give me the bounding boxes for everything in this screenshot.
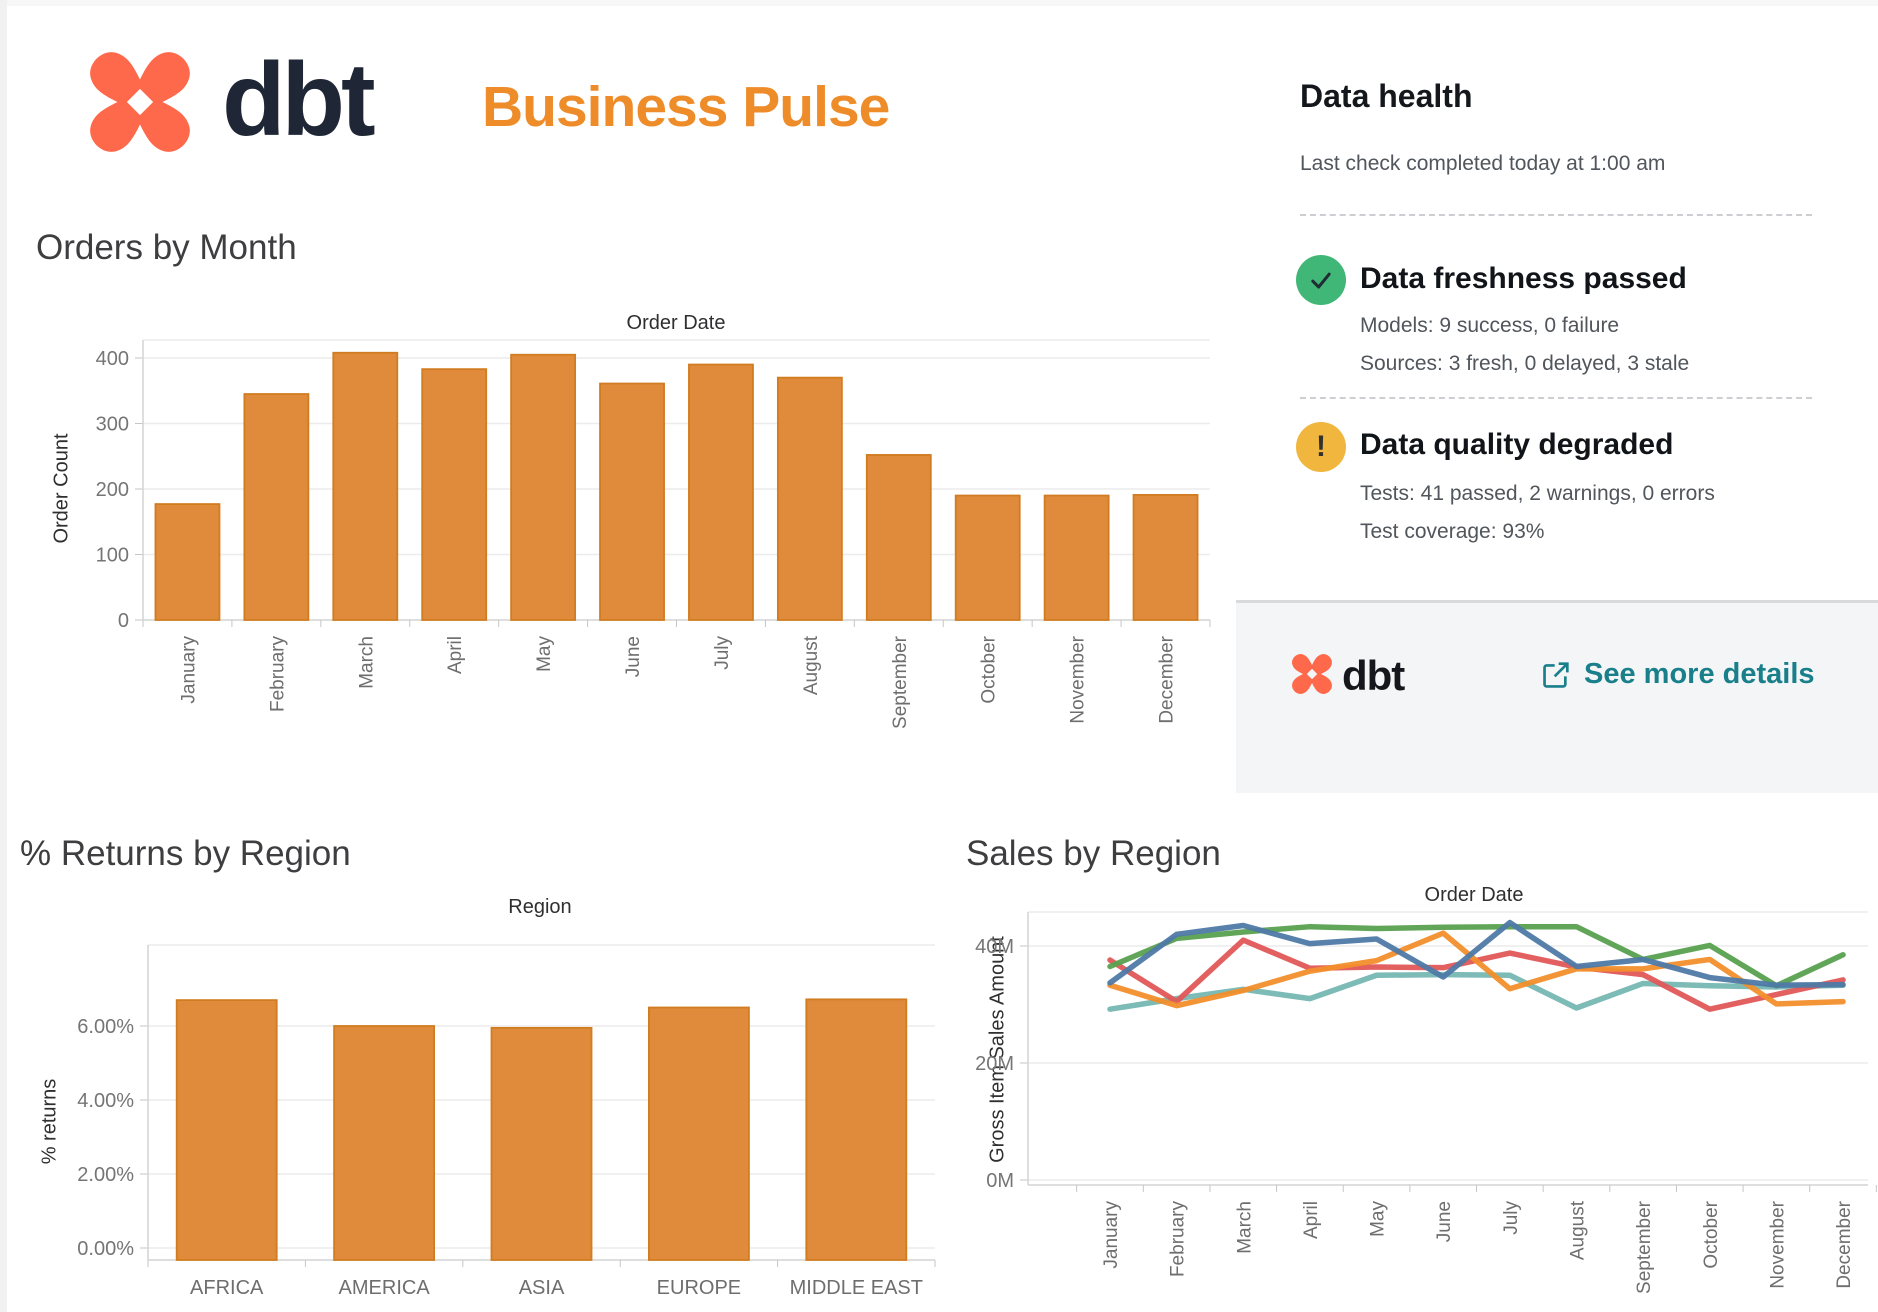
axis-tick-label: July: [1501, 1201, 1522, 1235]
orders-xaxis-title: Order Date: [626, 312, 726, 334]
quality-status-title: Data quality degraded: [1360, 428, 1674, 461]
axis-tick-label: April: [1301, 1201, 1322, 1239]
exclamation-icon: !: [1316, 430, 1326, 463]
orders-by-month-bar-february[interactable]: [243, 393, 310, 621]
orders-by-month-bar-march[interactable]: [332, 351, 399, 621]
orders-by-month-bar-october[interactable]: [954, 494, 1021, 621]
page-title: Business Pulse: [482, 75, 890, 139]
data-health-footer: [1236, 600, 1878, 793]
quality-coverage-line: Test coverage: 93%: [1360, 520, 1545, 543]
sales-by-region-line-green[interactable]: [1107, 923, 1846, 989]
quality-tests-line: Tests: 41 passed, 2 warnings, 0 errors: [1360, 482, 1715, 505]
returns-by-region-bar-middle east[interactable]: [805, 998, 908, 1261]
divider: [1300, 397, 1812, 399]
freshness-models-line: Models: 9 success, 0 failure: [1360, 314, 1620, 337]
axis-tick-label: September: [890, 635, 911, 729]
axis-tick-label: November: [1767, 1200, 1788, 1288]
axis-tick-label: 0.00%: [77, 1238, 134, 1260]
axis-tick-label: October: [979, 635, 1000, 703]
data-health-subtitle: Last check completed today at 1:00 am: [1300, 152, 1666, 175]
axis-tick-label: October: [1701, 1200, 1722, 1268]
returns-by-region-bar-asia[interactable]: [490, 1026, 593, 1261]
orders-by-month-bar-december[interactable]: [1132, 493, 1199, 621]
axis-tick-label: EUROPE: [657, 1277, 741, 1299]
freshness-sources-line: Sources: 3 fresh, 0 delayed, 3 stale: [1360, 352, 1690, 375]
divider: [1300, 214, 1812, 216]
axis-tick-label: 20M: [975, 1053, 1014, 1075]
axis-tick-label: 40M: [975, 936, 1014, 958]
window-edge-left: [0, 0, 7, 1312]
returns-xaxis-title: Region: [508, 896, 572, 918]
axis-tick-label: June: [623, 636, 644, 677]
warning-circle-icon: !: [1296, 422, 1346, 472]
axis-tick-label: 400: [96, 348, 129, 370]
window-edge-top: [0, 0, 1878, 6]
axis-tick-label: AFRICA: [190, 1277, 264, 1299]
orders-by-month-bar-september[interactable]: [865, 454, 932, 621]
sales-by-region-line-blue[interactable]: [1107, 919, 1846, 988]
orders-by-month-bar-july[interactable]: [688, 363, 754, 621]
returns-by-region-bar-africa[interactable]: [175, 999, 278, 1261]
check-icon: [1311, 272, 1331, 289]
orders-by-month-bar-june[interactable]: [599, 382, 665, 621]
orders-by-month-bar-november[interactable]: [1043, 494, 1110, 621]
axis-tick-label: 0M: [986, 1170, 1014, 1192]
external-link-icon: [1543, 661, 1569, 688]
returns-by-region-bar-europe[interactable]: [648, 1006, 750, 1261]
see-more-details-label: See more details: [1584, 658, 1815, 690]
sales-xaxis-title: Order Date: [1424, 884, 1524, 906]
orders-by-month-bar-january[interactable]: [154, 503, 221, 621]
check-circle-icon: [1296, 255, 1346, 305]
axis-tick-label: December: [1834, 1200, 1855, 1288]
axis-tick-label: 4.00%: [77, 1090, 134, 1112]
axis-tick-label: 200: [96, 479, 129, 501]
axis-tick-label: May: [1368, 1201, 1389, 1237]
see-more-details-link[interactable]: See more details: [1540, 658, 1815, 691]
axis-tick-label: January: [178, 636, 199, 704]
axis-tick-label: April: [445, 636, 466, 674]
axis-tick-label: July: [712, 636, 733, 670]
freshness-status-title: Data freshness passed: [1360, 262, 1687, 295]
axis-tick-label: August: [801, 635, 822, 695]
axis-tick-label: January: [1101, 1201, 1122, 1269]
footer-dbt-wordmark: dbt: [1342, 652, 1405, 699]
axis-tick-label: ASIA: [519, 1277, 565, 1299]
axis-tick-label: March: [356, 636, 377, 689]
axis-tick-label: December: [1157, 635, 1178, 723]
orders-by-month-bar-april[interactable]: [421, 368, 488, 621]
axis-tick-label: March: [1234, 1201, 1255, 1254]
axis-tick-label: 0: [118, 610, 129, 632]
orders-chart-title: Orders by Month: [36, 228, 297, 267]
returns-chart-title: % Returns by Region: [20, 834, 351, 873]
sales-by-region-line-orange[interactable]: [1107, 930, 1846, 1009]
axis-tick-label: 100: [96, 545, 129, 567]
axis-tick-label: MIDDLE EAST: [790, 1277, 923, 1299]
axis-tick-label: August: [1567, 1200, 1588, 1260]
axis-tick-label: AMERICA: [339, 1277, 431, 1299]
axis-tick-label: 6.00%: [77, 1016, 134, 1038]
orders-by-month-bar-may[interactable]: [510, 353, 577, 621]
axis-tick-label: November: [1068, 635, 1089, 723]
data-health-title: Data health: [1300, 78, 1473, 114]
axis-tick-label: September: [1634, 1200, 1655, 1294]
axis-tick-label: 300: [96, 414, 129, 436]
axis-tick-label: February: [1168, 1201, 1189, 1278]
dbt-wordmark: dbt: [222, 42, 376, 158]
sales-chart-title: Sales by Region: [966, 834, 1221, 873]
axis-tick-label: May: [534, 636, 555, 672]
axis-tick-label: June: [1434, 1201, 1455, 1242]
axis-tick-label: February: [267, 636, 288, 713]
orders-by-month-bar-august[interactable]: [776, 376, 843, 621]
returns-by-region-bar-america[interactable]: [333, 1025, 436, 1261]
axis-tick-label: 2.00%: [77, 1164, 134, 1186]
